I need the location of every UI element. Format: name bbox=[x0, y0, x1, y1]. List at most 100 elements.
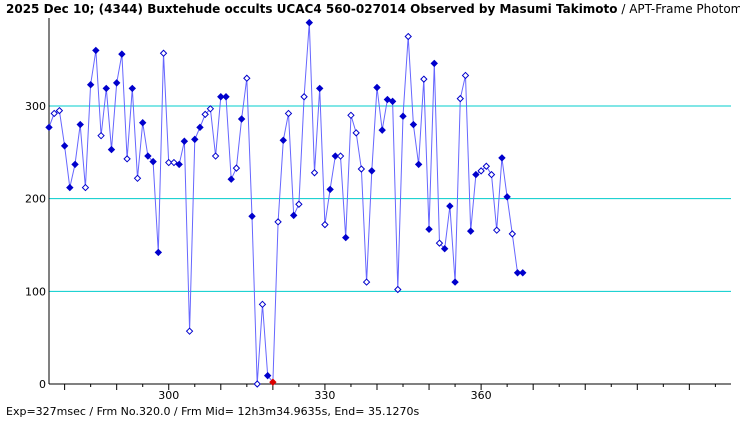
data-point bbox=[92, 46, 100, 55]
data-point bbox=[289, 211, 298, 220]
data-point bbox=[180, 137, 189, 145]
data-point bbox=[81, 183, 90, 192]
data-point bbox=[425, 225, 433, 233]
data-point bbox=[378, 126, 386, 134]
data-points bbox=[45, 18, 527, 388]
data-point bbox=[477, 167, 485, 175]
frame-info: Exp=327msec / Frm No.320.0 / Frm Mid= 12… bbox=[6, 405, 420, 418]
data-point bbox=[66, 183, 74, 192]
data-point bbox=[76, 120, 84, 129]
data-point bbox=[383, 95, 392, 104]
data-point bbox=[362, 278, 371, 286]
data-point bbox=[498, 154, 506, 162]
data-point bbox=[493, 226, 501, 234]
data-point bbox=[107, 145, 116, 154]
data-point bbox=[201, 110, 209, 119]
data-point bbox=[170, 158, 178, 167]
data-point bbox=[191, 135, 199, 144]
data-point bbox=[86, 81, 95, 89]
data-point bbox=[50, 109, 58, 118]
data-point bbox=[55, 106, 64, 115]
data-point bbox=[45, 123, 53, 132]
data-point bbox=[211, 152, 220, 160]
data-point bbox=[274, 218, 282, 226]
data-point bbox=[159, 49, 168, 57]
data-point bbox=[357, 165, 366, 173]
data-point bbox=[487, 170, 496, 179]
data-point bbox=[446, 202, 454, 210]
data-point bbox=[232, 164, 241, 172]
light-curve-series bbox=[48, 22, 523, 385]
data-point bbox=[71, 160, 79, 169]
data-point bbox=[394, 285, 402, 294]
data-point bbox=[243, 74, 251, 82]
data-point bbox=[435, 239, 444, 247]
x-tick-label: 330 bbox=[314, 389, 335, 402]
data-point bbox=[300, 93, 308, 101]
data-point bbox=[128, 84, 137, 93]
data-point bbox=[60, 142, 69, 150]
data-point bbox=[305, 18, 314, 27]
x-tick-label: 300 bbox=[158, 389, 179, 402]
data-point bbox=[513, 269, 522, 277]
title-main: 2025 Dec 10; (4344) Buxtehude occults UC… bbox=[6, 2, 618, 16]
data-point bbox=[196, 123, 204, 132]
data-point bbox=[482, 162, 491, 170]
data-point bbox=[123, 155, 131, 163]
tick-labels: 0 100 200 300 300 330 360 bbox=[25, 100, 492, 402]
data-point bbox=[118, 50, 126, 58]
data-point bbox=[258, 300, 267, 309]
data-point bbox=[456, 94, 464, 103]
data-point bbox=[154, 248, 163, 257]
gridlines bbox=[49, 105, 731, 292]
data-point bbox=[97, 131, 105, 140]
data-point bbox=[461, 71, 470, 80]
data-point bbox=[409, 120, 418, 129]
data-point bbox=[112, 79, 121, 87]
chart-title: 2025 Dec 10; (4344) Buxtehude occults UC… bbox=[6, 2, 740, 16]
data-point bbox=[133, 174, 142, 183]
data-point bbox=[175, 160, 183, 169]
data-point bbox=[420, 75, 428, 83]
y-tick-label: 200 bbox=[25, 193, 46, 206]
data-point bbox=[331, 152, 340, 160]
data-point bbox=[388, 97, 397, 106]
data-point bbox=[414, 160, 423, 169]
data-point bbox=[139, 118, 147, 127]
data-point bbox=[404, 32, 412, 41]
current-frame-point bbox=[269, 378, 277, 386]
data-point bbox=[165, 158, 173, 167]
data-point bbox=[237, 115, 246, 123]
data-point bbox=[316, 84, 324, 93]
data-point bbox=[508, 230, 517, 238]
data-point bbox=[373, 83, 381, 92]
title-method: / APT-Frame Photometry / bbox=[621, 2, 740, 16]
axes bbox=[48, 18, 731, 390]
data-point bbox=[466, 227, 475, 235]
data-point bbox=[451, 278, 459, 286]
data-point bbox=[144, 152, 152, 160]
data-point bbox=[217, 93, 225, 101]
data-point bbox=[227, 175, 235, 183]
data-point bbox=[321, 220, 329, 229]
data-point bbox=[399, 112, 407, 120]
data-point bbox=[336, 152, 345, 160]
data-point bbox=[519, 269, 527, 277]
data-point bbox=[310, 169, 319, 177]
data-point bbox=[206, 105, 215, 113]
data-point bbox=[149, 157, 157, 166]
data-point bbox=[472, 170, 480, 179]
light-curve-line bbox=[48, 22, 523, 385]
data-point bbox=[185, 327, 194, 335]
x-tick-label: 360 bbox=[471, 389, 492, 402]
data-point bbox=[503, 193, 511, 201]
data-point bbox=[279, 136, 287, 145]
data-point bbox=[295, 200, 303, 208]
data-point bbox=[102, 84, 110, 93]
data-point bbox=[368, 167, 376, 175]
data-point bbox=[352, 129, 360, 137]
data-point bbox=[284, 109, 293, 118]
data-point bbox=[347, 111, 355, 119]
data-point bbox=[222, 93, 230, 101]
